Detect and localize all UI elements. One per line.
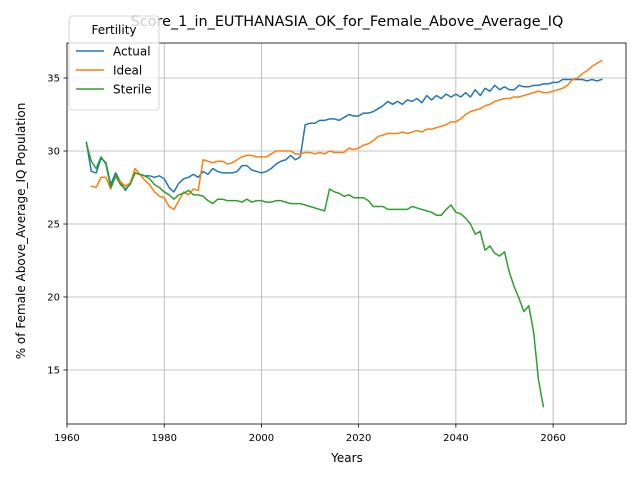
x-tick-label: 2060 — [540, 433, 565, 444]
y-axis-label: % of Female Above_Average_IQ Population — [14, 103, 28, 360]
x-axis: 1960 1980 2000 2020 2040 2060 — [54, 424, 566, 444]
y-tick-label: 15 — [47, 366, 60, 377]
legend: Fertility Actual Ideal Sterile — [68, 15, 160, 111]
chart-title: Score_1_in_EUTHANASIA_OK_for_Female_Abov… — [131, 14, 564, 30]
x-tick-label: 2020 — [346, 433, 371, 444]
y-axis: 15 20 25 30 35 — [47, 74, 67, 377]
grid-lines — [66, 43, 626, 424]
series-line-actual — [85, 78, 603, 193]
y-tick-label: 20 — [47, 293, 60, 304]
legend-label-actual: Actual — [113, 44, 151, 58]
x-tick-label: 2040 — [443, 433, 468, 444]
x-tick-label: 1960 — [54, 433, 79, 444]
plot-frame — [66, 42, 627, 425]
y-tick-label: 25 — [47, 220, 60, 231]
legend-label-ideal: Ideal — [113, 63, 142, 77]
x-tick-label: 1980 — [151, 433, 176, 444]
x-tick-label: 2000 — [249, 433, 274, 444]
legend-title: Fertility — [91, 23, 136, 37]
series-layer — [85, 59, 603, 408]
legend-items: Actual Ideal Sterile — [76, 44, 152, 96]
series-line-ideal — [90, 59, 603, 211]
legend-box — [68, 15, 160, 111]
x-axis-label: Years — [330, 451, 363, 465]
y-tick-label: 30 — [47, 147, 60, 158]
legend-label-sterile: Sterile — [113, 82, 152, 96]
y-tick-label: 35 — [47, 74, 60, 85]
series-line-sterile — [85, 142, 545, 408]
